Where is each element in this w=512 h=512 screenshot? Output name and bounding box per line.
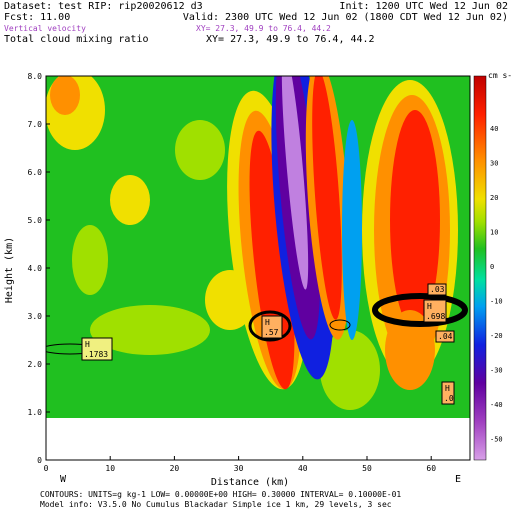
east: E (455, 474, 461, 485)
x-tick-label: 10 (105, 464, 115, 473)
max-value: .04 (438, 332, 453, 341)
x-tick-label: 20 (170, 464, 180, 473)
colorbar-label: -50 (490, 436, 503, 444)
max-h: H (427, 302, 432, 311)
max-value: .57 (264, 328, 279, 337)
y-tick-label: 5.0 (28, 216, 43, 225)
colorbar-label: 20 (490, 194, 498, 202)
colorbar-label: -20 (490, 332, 503, 340)
fcst: Fcst: 11.00 (4, 12, 70, 23)
max-h: H (85, 340, 90, 349)
colorbar-unit: cm s-1 (488, 71, 512, 80)
max-value: .03 (430, 285, 445, 294)
colorbar-label: 30 (490, 160, 498, 168)
max-value: .1783 (84, 350, 108, 359)
max-h: H (265, 318, 270, 327)
max-box (261, 315, 283, 339)
y-tick-label: 1.0 (28, 408, 43, 417)
x-tick-label: 40 (298, 464, 308, 473)
field (46, 76, 470, 418)
max-h: H (445, 384, 450, 393)
colorbar-label: -30 (490, 367, 503, 375)
max-box (441, 381, 455, 405)
xy-1: XY= 27.3, 49.9 to 76.4, 44.2 (196, 24, 331, 33)
colorbar-label: -10 (490, 298, 503, 306)
y-axis-label: Height (km) (4, 237, 15, 303)
y-tick-label: 8.0 (28, 72, 43, 81)
x-tick-label: 30 (234, 464, 244, 473)
init: Init: 1200 UTC Wed 12 Jun 02 (339, 1, 508, 12)
colorbar-label: 0 (490, 263, 494, 271)
y-tick-label: 2.0 (28, 360, 43, 369)
west: W (60, 474, 67, 485)
field-1: Vertical velocity (4, 24, 86, 33)
colorbar-label: 40 (490, 125, 498, 133)
max-value: .698 (426, 312, 445, 321)
x-axis-label: Distance (km) (211, 477, 289, 488)
y-tick-label: 4.0 (28, 264, 43, 273)
field-2: Total cloud mixing ratio (4, 34, 149, 45)
max-box (81, 337, 113, 361)
x-tick-label: 0 (44, 464, 49, 473)
xy-2: XY= 27.3, 49.9 to 76.4, 44.2 (206, 34, 375, 45)
colorbar-label: 10 (490, 229, 498, 237)
max-value: .0 (444, 394, 454, 403)
y-tick-label: 6.0 (28, 168, 43, 177)
x-tick-label: 60 (426, 464, 436, 473)
dataset: Dataset: test RIP: rip20020612 d3 (4, 1, 203, 12)
colorbar (473, 75, 487, 461)
model-info: Model info: V3.5.0 No Cumulus Blackadar … (40, 500, 392, 509)
y-tick-label: 0 (37, 456, 42, 465)
max-box (423, 299, 447, 323)
x-tick-label: 50 (362, 464, 372, 473)
max-box (427, 283, 447, 296)
contours: CONTOURS: UNITS=g kg-1 LOW= 0.00000E+00 … (40, 490, 401, 499)
valid: Valid: 2300 UTC Wed 12 Jun 02 (1800 CDT … (183, 12, 508, 23)
y-tick-label: 7.0 (28, 120, 43, 129)
max-box (435, 330, 455, 343)
colorbar-label: -40 (490, 401, 503, 409)
y-tick-label: 3.0 (28, 312, 43, 321)
